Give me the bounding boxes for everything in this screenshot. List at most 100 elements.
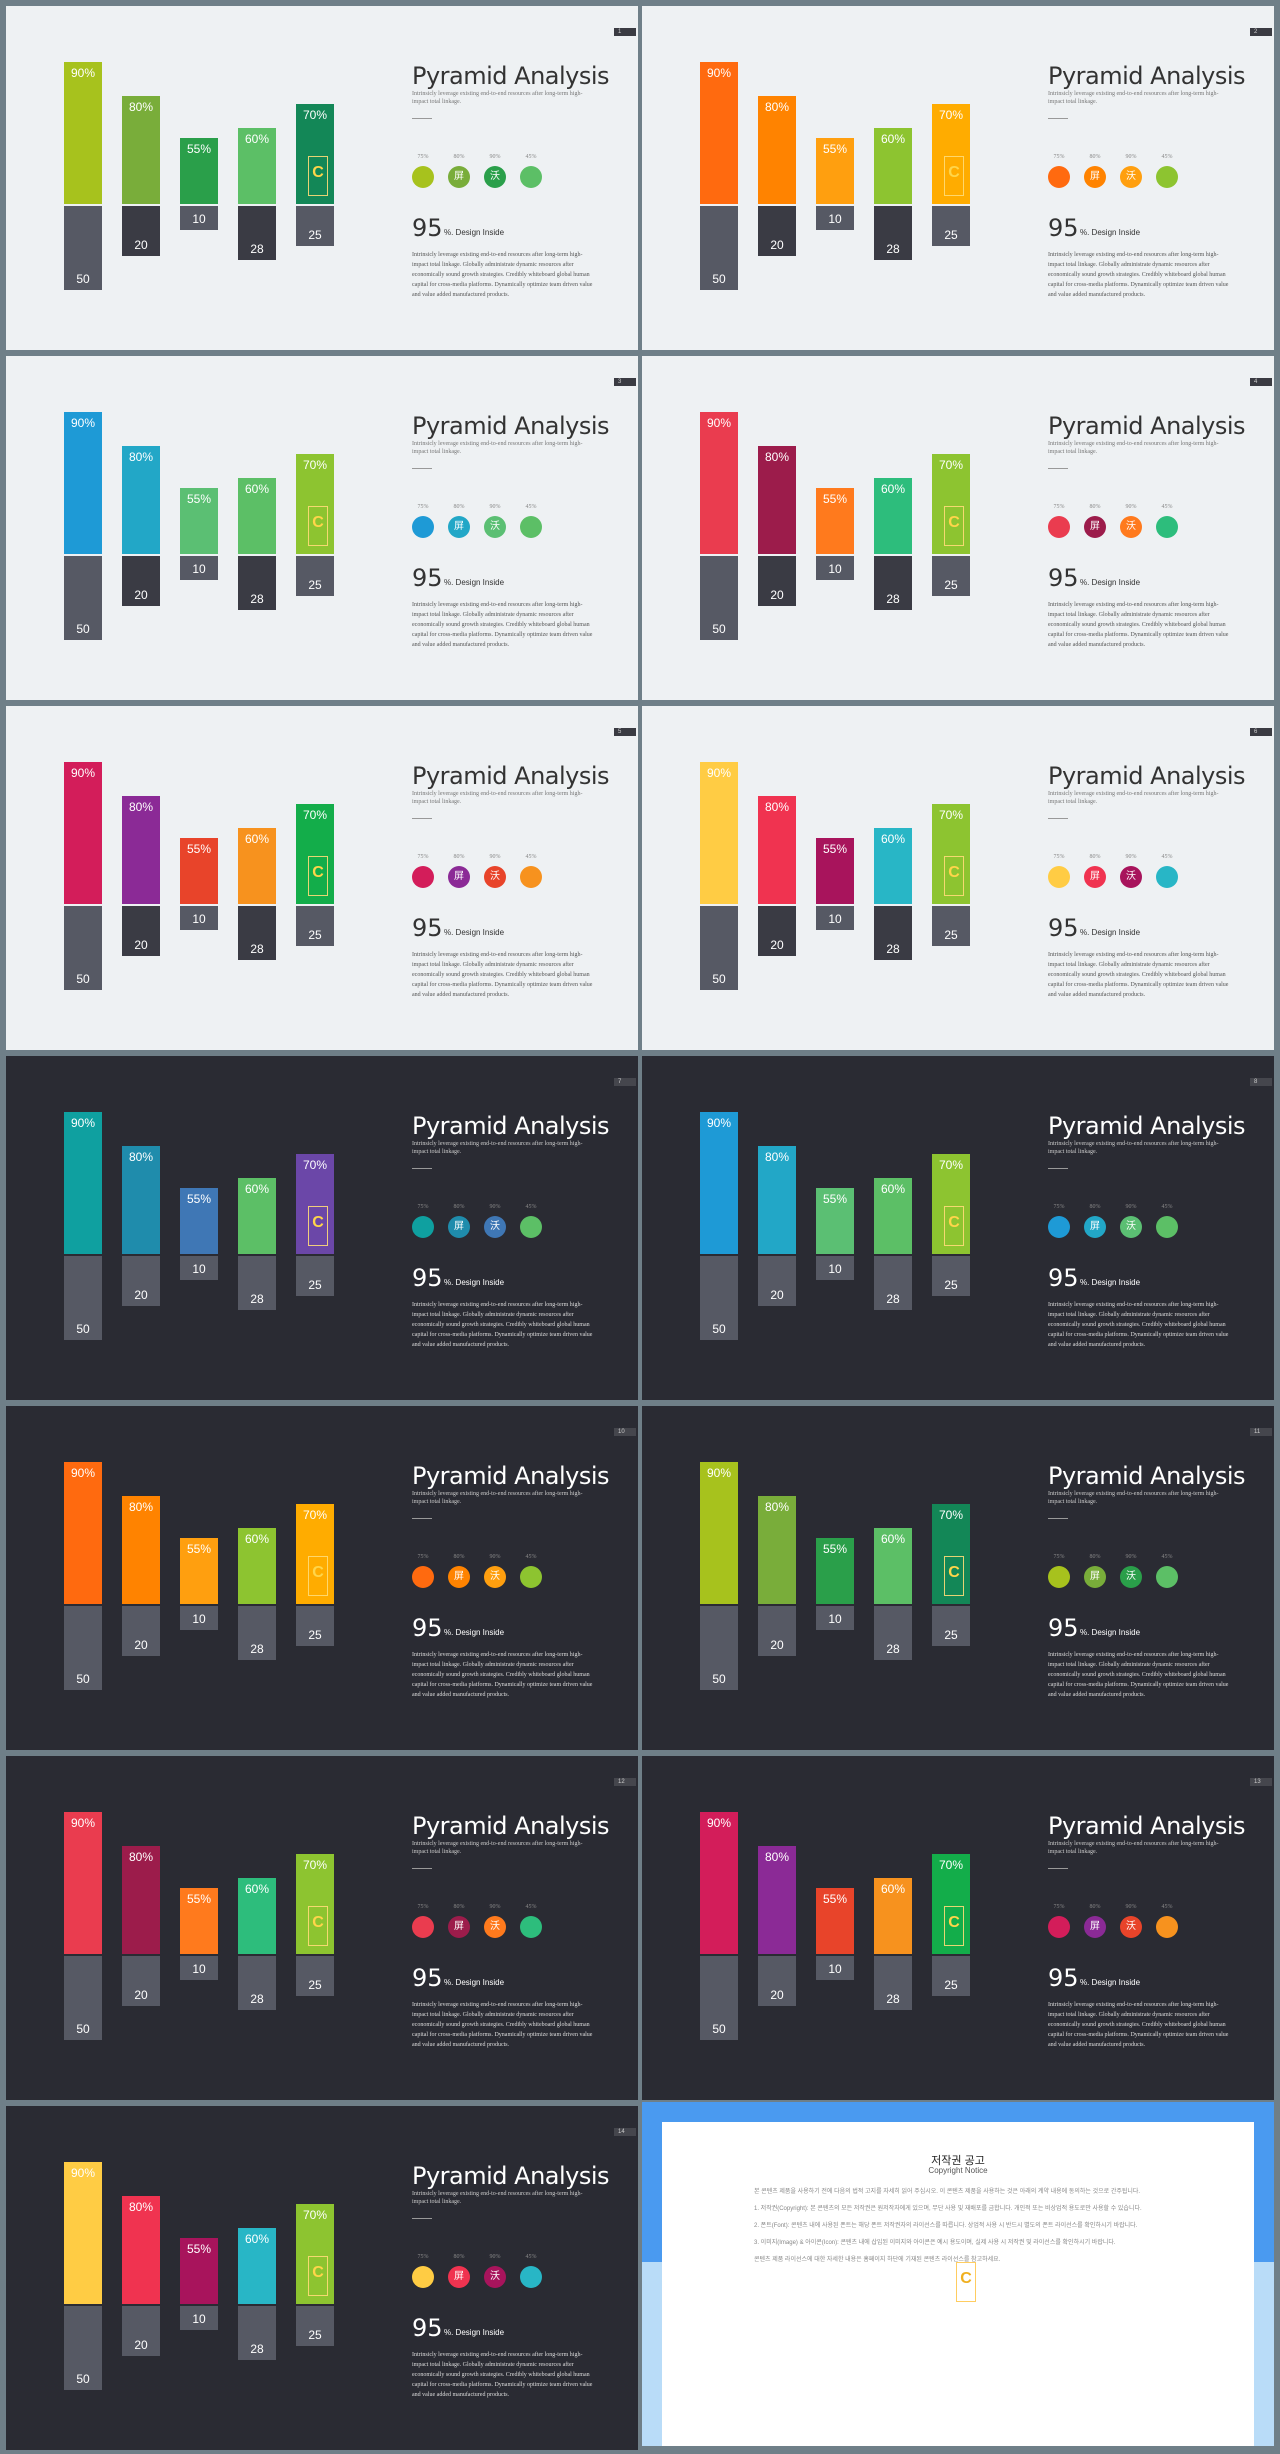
slide-title: Pyramid Analysis [412,62,610,90]
slide-10: 11 90% 50 80% 20 55% 10 60% 28 70% 25 C Pyramid Anal… [642,1406,1274,1750]
slide-subtitle: Intrinsicly leverage existing end-to-end… [412,441,583,455]
bar-value: 28 [250,242,264,256]
circle-percent-label: 45% [1161,1554,1173,1560]
bar-top: 80% [122,2196,160,2304]
bar-percent: 60% [244,1182,270,1196]
circle-glyph [1156,1216,1178,1238]
page-number: 1 [614,28,636,36]
bar-percent: 60% [244,1882,270,1896]
circle-percent-label: 80% [453,2254,465,2260]
logo-letter: C [948,1214,960,1231]
big-number: 95 [412,214,443,242]
bar-bottom: 50 [700,1256,738,1340]
bar-bottom: 25 [296,1956,334,1996]
bar-percent: 55% [186,492,212,506]
bar-top: 70% [932,104,970,204]
bar-value: 10 [192,912,206,926]
bar-top: 55% [180,1888,218,1954]
slide-title: Pyramid Analysis [412,1462,610,1490]
slide-title: Pyramid Analysis [1048,412,1246,440]
circle-percent-label: 45% [1161,504,1173,510]
stat-circle: 沃 [1120,1916,1142,1938]
bar-value: 20 [134,1988,148,2002]
body-paragraph: Intrinsicly leverage existing end-to-end… [1048,252,1229,298]
bar-bottom: 20 [758,556,796,606]
circle-glyph: 屏 [1090,1221,1100,1232]
bar-value: 20 [770,1288,784,1302]
stat-circle: 沃 [1120,166,1142,188]
slide-subtitle: Intrinsicly leverage existing end-to-end… [412,1841,583,1855]
bar-percent: 80% [128,1850,154,1864]
bar-percent: 55% [822,142,848,156]
stat-circle [1156,1566,1178,1588]
stat-circle: 沃 [1120,516,1142,538]
big-number-suffix: %. Design Inside [444,1978,505,1987]
circle-percent-label: 75% [417,1904,429,1910]
bar-value: 25 [944,1278,958,1292]
stat-circle: 沃 [484,1916,506,1938]
circle-glyph [520,1916,542,1938]
circle-percent-label: 90% [489,504,501,510]
circle-percent-label: 90% [489,1904,501,1910]
circle-glyph [412,866,434,888]
bar-top: 60% [238,478,276,554]
stat-circle [520,2266,542,2288]
circle-percent-label: 45% [1161,1904,1173,1910]
stat-circle [520,1566,542,1588]
body-paragraph: Intrinsicly leverage existing end-to-end… [412,1652,593,1698]
circle-percent-label: 45% [525,2254,537,2260]
big-number: 95 [1048,1614,1079,1642]
slide-title: Pyramid Analysis [412,762,610,790]
bar-percent: 60% [244,482,270,496]
bar-bottom: 20 [758,206,796,256]
body-paragraph: Intrinsicly leverage existing end-to-end… [412,602,593,648]
circle-glyph: 沃 [490,871,500,882]
circle-glyph [520,866,542,888]
bar-top: 80% [122,446,160,554]
bar-percent: 90% [70,1466,96,1480]
bar-percent: 70% [938,808,964,822]
logo-badge: C [944,156,964,196]
bar-percent: 55% [186,1892,212,1906]
circle-glyph [1048,1566,1070,1588]
big-number-suffix: %. Design Inside [1080,1278,1141,1287]
circle-glyph [520,166,542,188]
bar-percent: 60% [880,132,906,146]
page-number: 4 [1250,378,1272,386]
circle-percent-label: 90% [489,1554,501,1560]
page-number: 3 [614,378,636,386]
circle-percent-label: 45% [525,854,537,860]
bar-percent: 90% [70,66,96,80]
bar-percent: 55% [186,1542,212,1556]
slide-1: 1 90% 50 80% 20 55% 10 60% 28 70% 25 C Pyramid Analy… [6,6,638,350]
bar-bottom: 10 [816,906,854,930]
stat-circle [412,166,434,188]
bar-bottom: 28 [874,906,912,960]
bar-percent: 70% [302,2208,328,2222]
page-number: 13 [1250,1778,1272,1786]
logo-letter: C [312,164,324,181]
circle-percent-label: 75% [417,154,429,160]
bar-bottom: 50 [64,1956,102,2040]
bar-top: 60% [238,1178,276,1254]
slide-subtitle: Intrinsicly leverage existing end-to-end… [412,1141,583,1155]
page-number: 5 [614,728,636,736]
bar-percent: 55% [186,142,212,156]
slide-subtitle: Intrinsicly leverage existing end-to-end… [1048,1841,1219,1855]
bar-value: 50 [76,272,90,286]
slide-title: Pyramid Analysis [1048,1112,1246,1140]
stat-circle: 沃 [1120,866,1142,888]
circle-glyph [520,516,542,538]
copyright-paragraph: 본 콘텐츠 제품을 사용하기 전에 다음의 법적 고지를 자세히 읽어 주십시오… [754,2189,1141,2195]
circle-glyph: 屏 [1090,171,1100,182]
bar-bottom: 50 [700,556,738,640]
bar-value: 25 [308,928,322,942]
bar-bottom: 10 [180,206,218,230]
bar-bottom: 28 [238,2306,276,2360]
logo-letter: C [960,2270,972,2287]
bar-top: 55% [180,488,218,554]
big-number-suffix: %. Design Inside [1080,578,1141,587]
bar-percent: 80% [128,800,154,814]
copyright-paper: 저작권 공고 Copyright Notice 본 콘텐츠 제품을 사용하기 전… [662,2122,1254,2446]
circle-percent-label: 80% [1089,504,1101,510]
